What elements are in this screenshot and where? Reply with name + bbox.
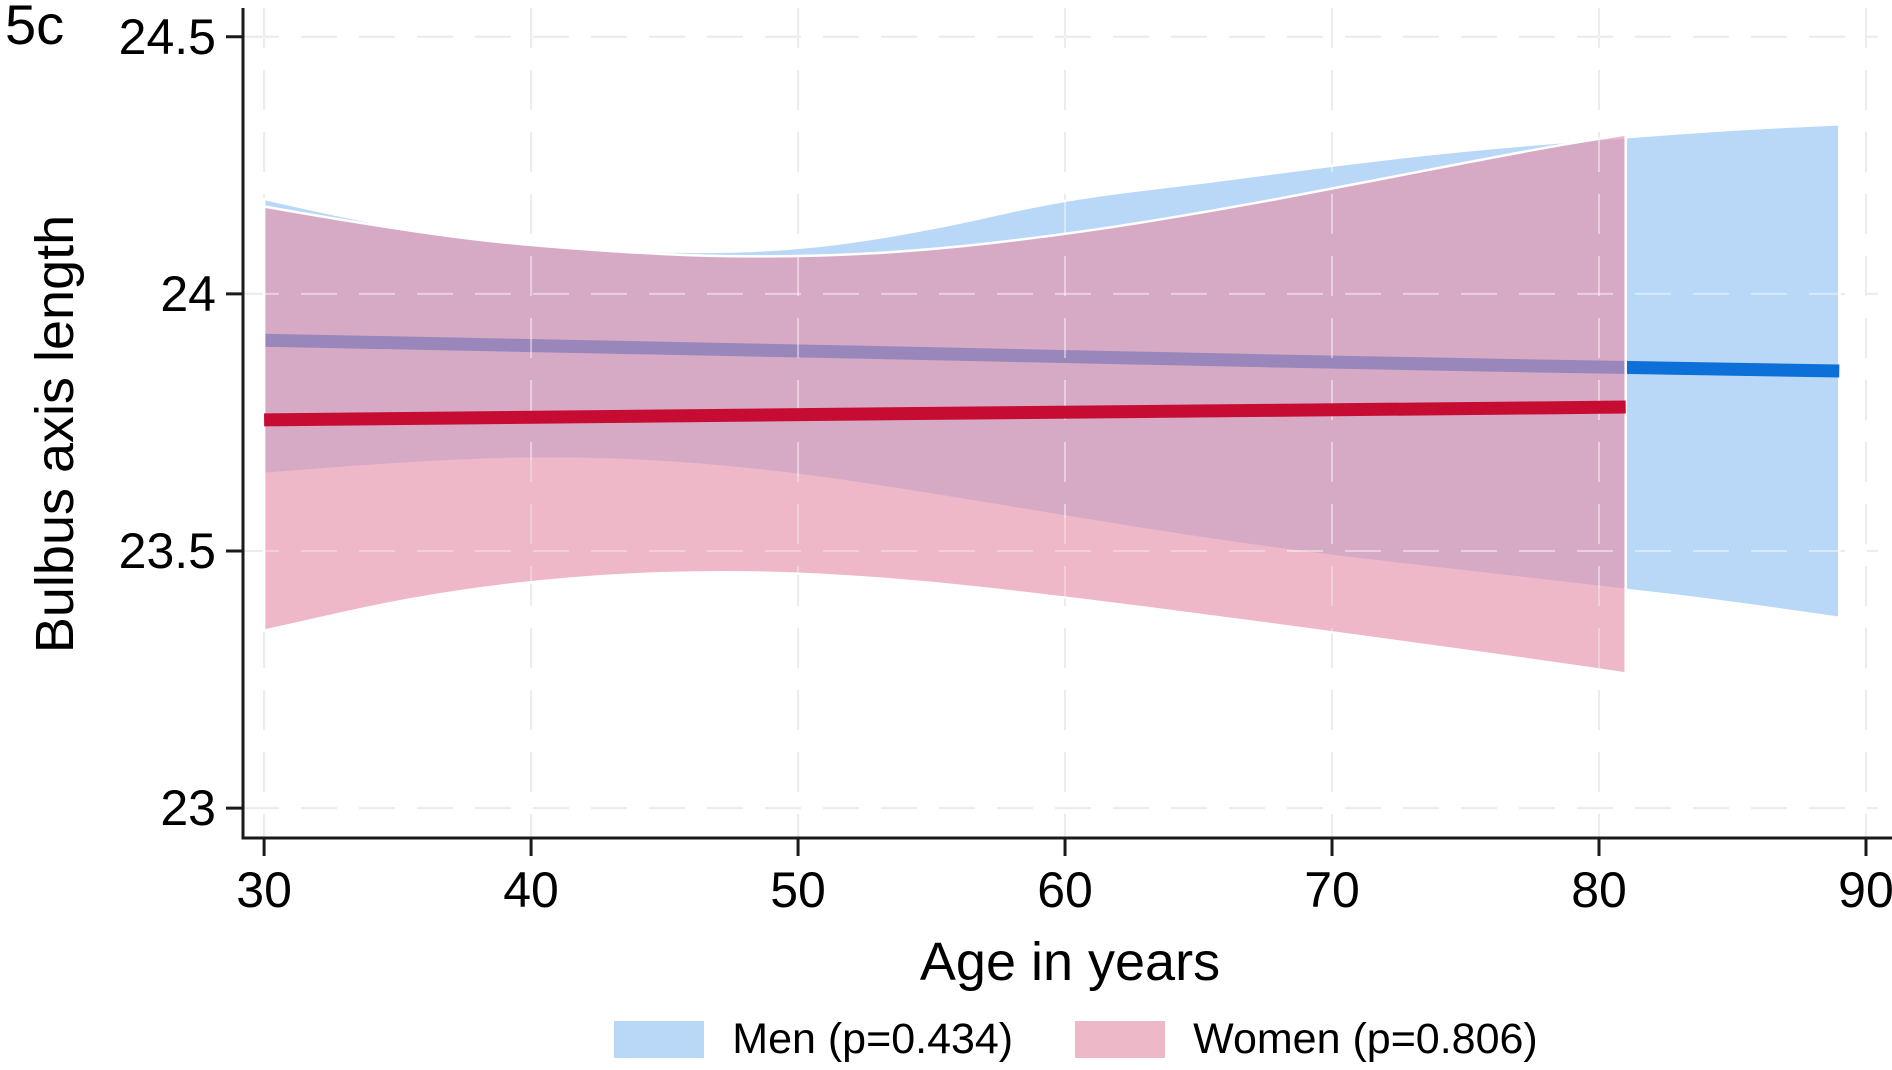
x-tick-label: 80 — [1571, 862, 1627, 918]
gridlines-overlay — [243, 8, 1878, 838]
x-tick-label: 40 — [503, 862, 559, 918]
legend-item-men: Men (p=0.434) — [614, 1018, 1013, 1061]
legend-item-women: Women (p=0.806) — [1075, 1018, 1538, 1061]
chart-legend: Men (p=0.434) Women (p=0.806) — [130, 1018, 1892, 1061]
x-tick-label: 90 — [1838, 862, 1892, 918]
women-legend-label: Women (p=0.806) — [1193, 1015, 1538, 1063]
x-tick-label: 30 — [236, 862, 292, 918]
y-tick-label: 24.5 — [119, 9, 216, 65]
women-line — [264, 400, 1626, 427]
x-tick-label: 50 — [770, 862, 826, 918]
x-tick-label: 70 — [1304, 862, 1360, 918]
y-tick-label: 23 — [160, 780, 216, 836]
plot-layers: 23 23.5 24 24.5 30 40 50 60 70 80 90 — [119, 8, 1892, 918]
panel-label: 5c — [5, 0, 65, 56]
y-tick-label: 23.5 — [119, 523, 216, 579]
men-legend-swatch — [614, 1021, 705, 1058]
women-legend-swatch — [1075, 1021, 1166, 1058]
men-legend-label: Men (p=0.434) — [732, 1015, 1014, 1063]
x-tick-label: 60 — [1037, 862, 1093, 918]
women-ci-band — [262, 133, 1627, 675]
y-tick-label: 24 — [160, 266, 216, 322]
y-axis-title: Bulbus axis length — [25, 215, 85, 653]
x-axis-title: Age in years — [920, 932, 1220, 992]
